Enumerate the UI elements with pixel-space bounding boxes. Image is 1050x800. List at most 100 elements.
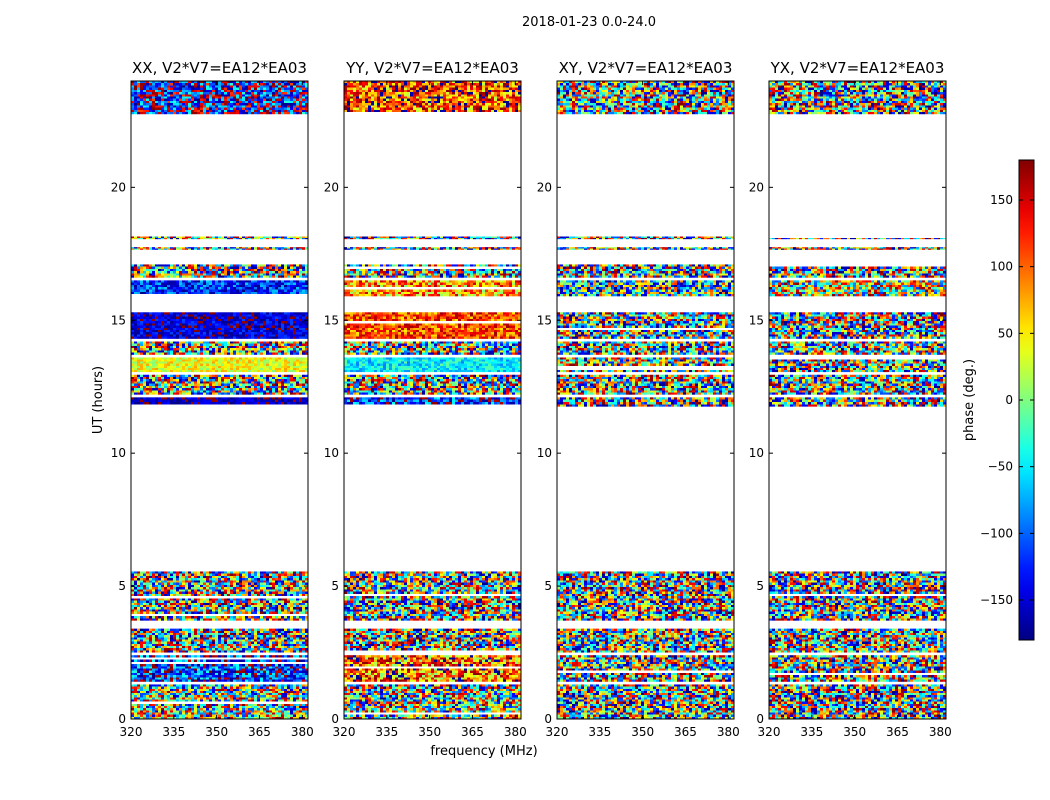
data-block (769, 397, 946, 407)
x-tick-label: 335 (375, 725, 398, 739)
x-tick-label: 350 (205, 725, 228, 739)
y-tick-label: 5 (756, 579, 764, 593)
data-block (769, 341, 946, 355)
colorbar: 150 100 50 0 −50 −100 −150 phase (deg.) (962, 159, 1035, 641)
data-block (769, 236, 946, 240)
x-tick-label: 380 (504, 725, 527, 739)
data-block (344, 397, 521, 407)
data-block (131, 571, 308, 621)
data-block (557, 684, 734, 719)
plot-frame (343, 80, 522, 720)
x-tick-label: 365 (886, 725, 909, 739)
data-block (344, 81, 521, 115)
data-block (557, 236, 734, 240)
data-block (131, 264, 308, 278)
data-block (131, 236, 308, 240)
panel-title: XX, V2*V7=EA12*EA03 (132, 59, 307, 77)
data-block (557, 571, 734, 621)
data-block (131, 374, 308, 395)
x-tick-label: 380 (929, 725, 952, 739)
y-tick-label: 15 (749, 313, 764, 327)
panel-1: XX, V2*V7=EA12*EA03 320 335 350 365 380 0 5 10 15… (111, 59, 314, 739)
y-tick-label: 5 (544, 579, 552, 593)
data-block (131, 357, 308, 373)
panels-group: XX, V2*V7=EA12*EA03 320 335 350 365 380 0 5 10 15… (111, 59, 952, 739)
data-block (769, 81, 946, 115)
plot-frame (768, 80, 947, 720)
data-block (769, 628, 946, 653)
x-tick-label: 320 (758, 725, 781, 739)
x-tick-label: 350 (631, 725, 654, 739)
data-block (131, 312, 308, 339)
data-block (131, 655, 308, 682)
data-block (344, 571, 521, 621)
data-block (131, 628, 308, 653)
data-block (769, 655, 946, 682)
data-block (131, 341, 308, 355)
panel-3: XY, V2*V7=EA12*EA03 320 335 350 365 380 0 5 10 15… (537, 59, 740, 739)
data-block (557, 374, 734, 395)
y-tick-label: 15 (324, 313, 339, 327)
data-block (769, 374, 946, 395)
colorbar-tick-label: 150 (990, 193, 1013, 207)
data-block (344, 628, 521, 653)
colorbar-tick-label: −50 (988, 460, 1013, 474)
panel-title: YY, V2*V7=EA12*EA03 (345, 59, 519, 77)
data-block (131, 397, 308, 407)
x-tick-label: 350 (418, 725, 441, 739)
x-tick-label: 365 (461, 725, 484, 739)
data-block (131, 81, 308, 115)
figure-suptitle: 2018-01-23 0.0-24.0 (522, 15, 656, 30)
data-block (344, 236, 521, 240)
data-block (769, 247, 946, 250)
y-tick-label: 20 (111, 180, 126, 194)
data-block (769, 357, 946, 373)
data-block (557, 312, 734, 339)
y-tick-label: 20 (749, 180, 764, 194)
data-block (344, 655, 521, 682)
data-block (769, 264, 946, 278)
data-block (131, 247, 308, 250)
panel-2: YY, V2*V7=EA12*EA03 320 335 350 365 380 0 5 10 15… (324, 59, 527, 739)
data-block (769, 571, 946, 621)
panel-4: YX, V2*V7=EA12*EA03 320 335 350 365 380 0 5 10 15… (749, 59, 952, 739)
panel-title: YX, V2*V7=EA12*EA03 (770, 59, 945, 77)
data-block (557, 397, 734, 407)
x-axis-label: frequency (MHz) (430, 744, 537, 759)
data-block (344, 684, 521, 719)
x-tick-label: 380 (717, 725, 740, 739)
y-tick-label: 10 (111, 446, 126, 460)
data-block (557, 628, 734, 653)
data-block (557, 280, 734, 297)
colorbar-tick-label: 50 (998, 326, 1013, 340)
y-tick-label: 0 (544, 712, 552, 726)
x-tick-label: 320 (120, 725, 143, 739)
x-tick-label: 335 (162, 725, 185, 739)
data-block (557, 247, 734, 250)
data-block (344, 374, 521, 395)
data-block (344, 280, 521, 297)
y-tick-label: 15 (537, 313, 552, 327)
y-tick-label: 0 (118, 712, 126, 726)
x-tick-label: 350 (843, 725, 866, 739)
plot-frame (130, 80, 309, 720)
y-axis-label: UT (hours) (91, 366, 106, 434)
y-tick-label: 10 (324, 446, 339, 460)
y-tick-label: 20 (537, 180, 552, 194)
x-tick-label: 320 (546, 725, 569, 739)
colorbar-tick-label: −100 (980, 526, 1013, 540)
y-tick-label: 20 (324, 180, 339, 194)
y-tick-label: 15 (111, 313, 126, 327)
data-block (344, 341, 521, 355)
y-tick-label: 5 (331, 579, 339, 593)
data-block (557, 341, 734, 355)
data-block (131, 684, 308, 719)
colorbar-tick-label: 0 (1005, 393, 1013, 407)
colorbar-tick-label: −150 (980, 593, 1013, 607)
panel-title: XY, V2*V7=EA12*EA03 (559, 59, 733, 77)
data-block (131, 280, 308, 297)
data-block (557, 264, 734, 278)
data-block (344, 312, 521, 339)
